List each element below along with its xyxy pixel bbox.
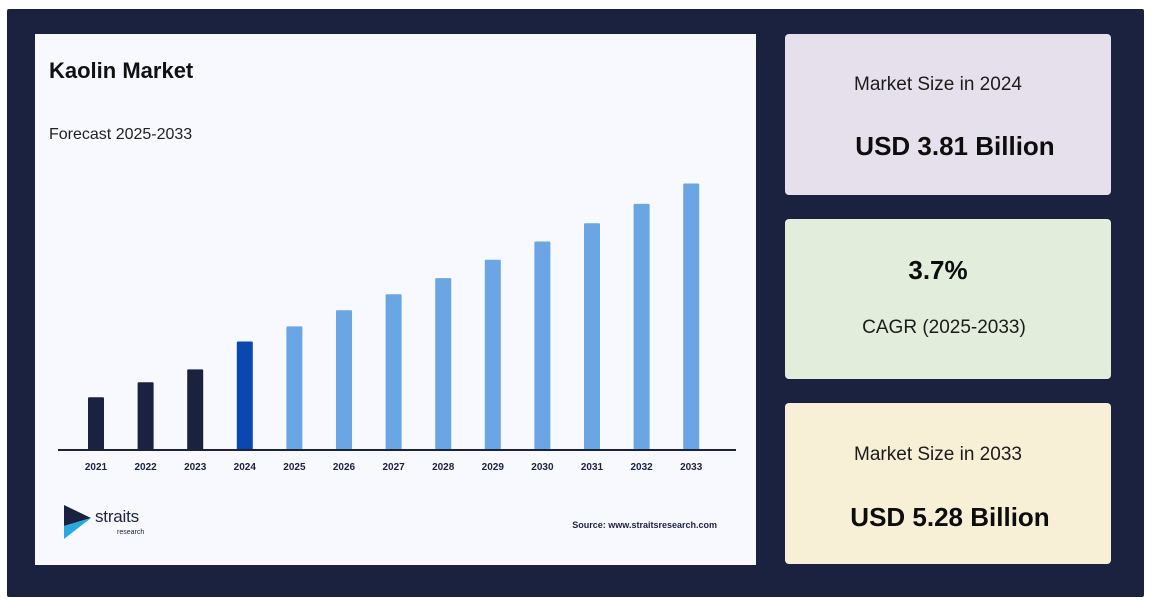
bar-2024 <box>236 341 253 450</box>
x-tick-label: 2027 <box>382 462 405 473</box>
bar-2032 <box>633 203 650 450</box>
x-tick-label: 2028 <box>432 462 455 473</box>
logo-subtitle: research <box>117 529 145 536</box>
bar-2025 <box>286 326 303 450</box>
x-tick-label: 2024 <box>234 462 257 473</box>
card-label: Market Size in 2024 <box>854 74 1022 95</box>
x-tick-label: 2030 <box>531 462 554 473</box>
chart-title: Kaolin Market <box>49 58 194 83</box>
card-value: 3.7% <box>908 255 968 285</box>
bar-2028 <box>435 278 452 450</box>
x-tick-label: 2031 <box>581 462 604 473</box>
source-note: Source: www.straitsresearch.com <box>572 520 717 530</box>
card-value: USD 5.28 Billion <box>850 502 1050 532</box>
bar-2031 <box>584 223 600 450</box>
bar-chart: 2021 2022 2023 2024 2025 2026 2027 2028 2029 2030… <box>58 183 736 473</box>
x-tick-label: 2029 <box>482 462 505 473</box>
card-value: USD 3.81 Billion <box>855 131 1055 161</box>
cagr-card: 3.7% CAGR (2025-2033) <box>785 219 1111 379</box>
bar-2030 <box>534 241 551 450</box>
bar-2033 <box>683 183 700 450</box>
market-size-2033-card: Market Size in 2033 USD 5.28 Billion <box>785 403 1111 564</box>
x-tick-label: 2021 <box>85 462 108 473</box>
bar-2021 <box>88 397 104 450</box>
x-tick-label: 2022 <box>134 462 157 473</box>
card-label: Market Size in 2033 <box>854 444 1022 465</box>
straits-logo-icon <box>64 505 91 539</box>
bar-2026 <box>336 310 352 450</box>
bar-2029 <box>484 259 501 450</box>
logo-name: straits <box>95 507 139 526</box>
market-size-2024-card: Market Size in 2024 USD 3.81 Billion <box>785 34 1111 195</box>
bar-2027 <box>385 294 402 450</box>
x-tick-label: 2026 <box>333 462 356 473</box>
x-tick-label: 2025 <box>283 462 306 473</box>
straits-logo: straits research <box>63 504 183 544</box>
x-tick-label: 2032 <box>630 462 653 473</box>
chart-panel: Kaolin Market Forecast 2025-2033 2021 202… <box>35 34 756 565</box>
card-label: CAGR (2025-2033) <box>862 317 1026 338</box>
chart-subtitle: Forecast 2025-2033 <box>49 126 193 143</box>
bar-2023 <box>187 369 204 450</box>
bar-2022 <box>137 382 154 450</box>
x-tick-label: 2033 <box>680 462 703 473</box>
x-tick-label: 2023 <box>184 462 207 473</box>
